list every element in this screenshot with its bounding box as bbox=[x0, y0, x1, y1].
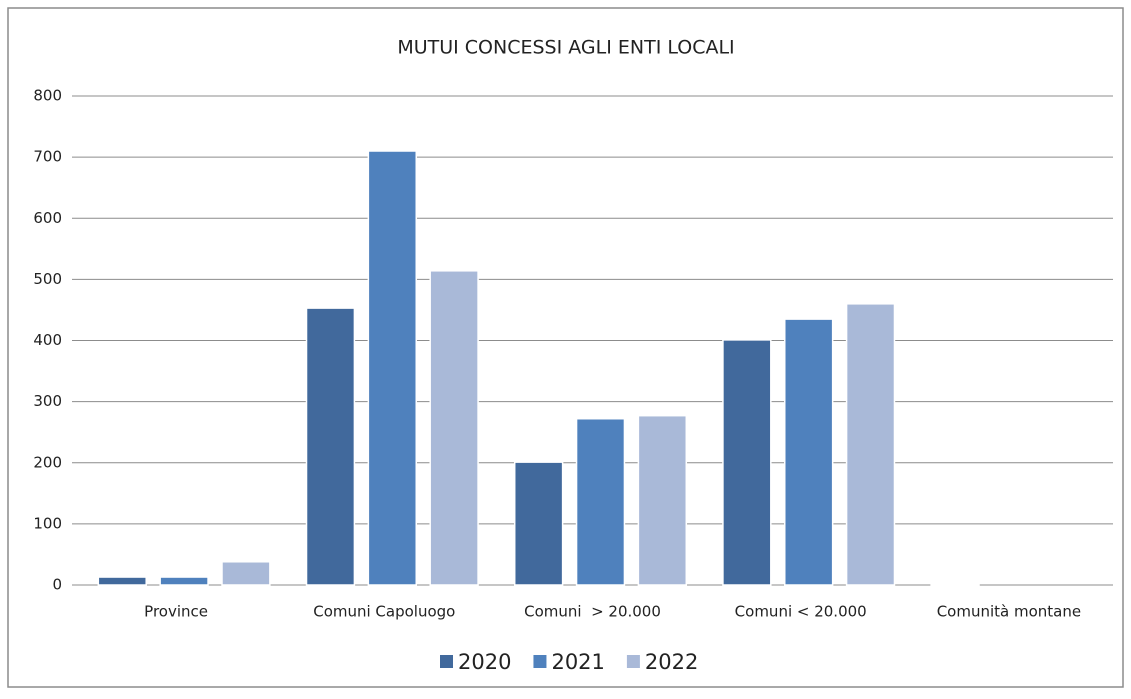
legend-swatch bbox=[533, 655, 547, 668]
y-tick-label: 800 bbox=[33, 87, 62, 105]
bar bbox=[513, 461, 564, 586]
bar bbox=[367, 150, 417, 586]
y-tick-label: 200 bbox=[33, 453, 62, 471]
legend-label: 2022 bbox=[645, 650, 698, 674]
y-tick-label: 300 bbox=[33, 392, 62, 410]
chart-frame bbox=[7, 7, 1124, 688]
y-tick-label: 700 bbox=[33, 148, 62, 166]
x-tick-label: Comuni < 20.000 bbox=[735, 603, 867, 621]
bar bbox=[305, 307, 356, 586]
bar bbox=[845, 303, 896, 586]
bar bbox=[930, 583, 980, 586]
x-tick-label: Comunità montane bbox=[937, 603, 1081, 621]
bar bbox=[97, 576, 147, 586]
bar bbox=[221, 561, 271, 586]
y-tick-label: 400 bbox=[33, 331, 62, 349]
x-tick-label: Province bbox=[144, 603, 208, 621]
bar bbox=[575, 417, 626, 586]
bar bbox=[637, 414, 688, 586]
legend-swatch bbox=[440, 655, 453, 668]
bar bbox=[429, 270, 479, 586]
y-tick-label: 500 bbox=[33, 270, 62, 288]
legend-label: 2020 bbox=[458, 650, 511, 674]
legend-label: 2021 bbox=[551, 650, 604, 674]
y-tick-label: 100 bbox=[33, 514, 62, 532]
x-tick-label: Comuni Capoluogo bbox=[313, 603, 455, 621]
bar bbox=[722, 339, 772, 586]
x-tick-label: Comuni > 20.000 bbox=[524, 603, 661, 621]
y-tick-label: 600 bbox=[33, 209, 62, 227]
chart-title: MUTUI CONCESSI AGLI ENTI LOCALI bbox=[397, 37, 734, 59]
y-tick-label: 0 bbox=[52, 576, 62, 594]
bar bbox=[159, 576, 209, 586]
bar bbox=[784, 318, 834, 586]
legend-swatch bbox=[626, 655, 640, 668]
